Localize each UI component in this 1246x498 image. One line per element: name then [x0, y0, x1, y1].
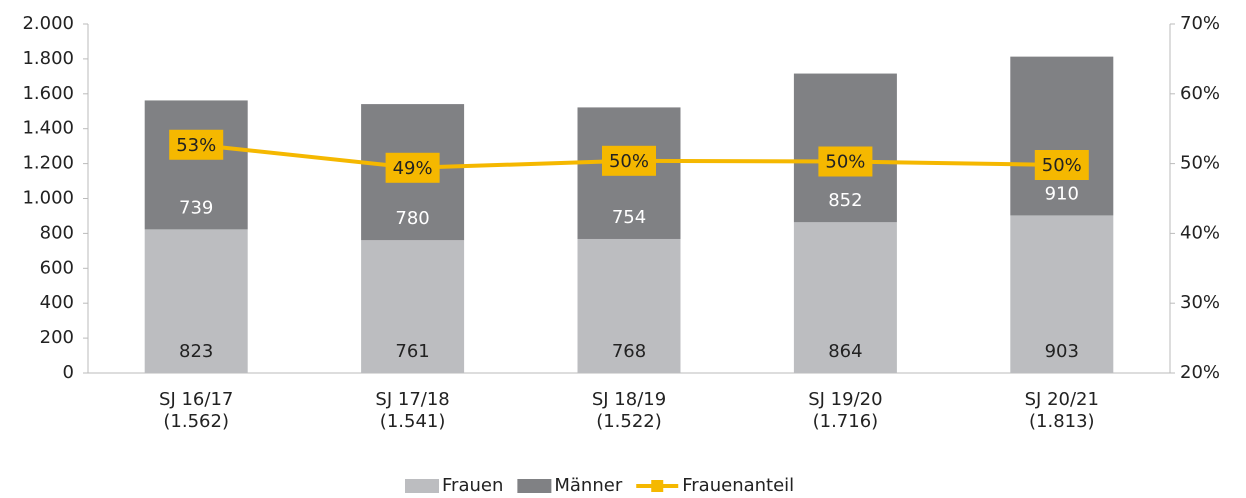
y-tick-label: 1.600 — [22, 83, 74, 104]
line-label: 49% — [393, 158, 433, 179]
y2-tick-label: 40% — [1180, 222, 1220, 243]
y-tick-label: 400 — [40, 292, 74, 313]
bar-label: 761 — [395, 341, 429, 362]
y-tick-label: 2.000 — [22, 13, 74, 34]
bar — [144, 100, 248, 230]
bar — [793, 222, 897, 373]
bar — [144, 229, 248, 373]
y-tick-label: 200 — [40, 327, 74, 348]
y-tick-label: 0 — [63, 362, 74, 383]
line-label-box — [602, 145, 656, 176]
bar-label: 852 — [828, 190, 862, 211]
bar-label: 739 — [179, 197, 213, 218]
legend-label: Männer — [554, 475, 622, 494]
y-tick-label: 1.000 — [22, 188, 74, 209]
y-tick-label: 1.800 — [22, 48, 74, 69]
bar — [1010, 215, 1114, 373]
line-label-box — [385, 152, 440, 183]
y2-tick-label: 60% — [1180, 83, 1220, 104]
line-label: 50% — [609, 151, 649, 172]
x-tick-label: (1.562) — [163, 411, 229, 432]
y2-tick-label: 50% — [1180, 153, 1220, 174]
line-label: 53% — [176, 135, 216, 156]
line-label: 50% — [1042, 155, 1082, 176]
y2-tick-label: 20% — [1180, 362, 1220, 383]
y-tick-label: 1.400 — [22, 118, 74, 139]
bar — [361, 240, 465, 373]
x-tick-label: SJ 16/17 — [159, 389, 233, 410]
x-tick-label: (1.813) — [1029, 411, 1095, 432]
line-label-box — [169, 129, 224, 160]
bar-label: 864 — [828, 341, 862, 362]
x-tick-label: (1.522) — [596, 411, 662, 432]
line-label-box — [1034, 149, 1089, 180]
y-tick-label: 600 — [40, 257, 74, 278]
bar-label: 768 — [612, 341, 646, 362]
bar-label: 754 — [612, 207, 646, 228]
x-tick-label: SJ 17/18 — [375, 389, 449, 410]
bar-label: 903 — [1045, 341, 1079, 362]
legend-marker — [651, 480, 664, 492]
x-tick-label: (1.716) — [813, 411, 879, 432]
x-tick-label: (1.541) — [380, 411, 446, 432]
line-label-box — [818, 146, 873, 177]
legend-swatch — [517, 479, 552, 493]
legend-label: Frauenanteil — [682, 475, 794, 494]
bar-label: 780 — [395, 208, 429, 229]
legend-label: Frauen — [442, 475, 503, 494]
x-tick-label: SJ 19/20 — [808, 389, 882, 410]
x-tick-label: SJ 18/19 — [592, 389, 666, 410]
x-tick-label: SJ 20/21 — [1025, 389, 1099, 410]
bar — [1010, 56, 1114, 216]
y2-tick-label: 30% — [1180, 292, 1220, 313]
y2-tick-label: 70% — [1180, 13, 1220, 34]
bar-label: 823 — [179, 341, 213, 362]
line-label: 50% — [825, 152, 865, 173]
y-tick-label: 800 — [40, 222, 74, 243]
bar — [577, 238, 681, 373]
y-tick-label: 1.200 — [22, 153, 74, 174]
legend-swatch — [405, 479, 439, 493]
bar-label: 910 — [1045, 183, 1079, 204]
